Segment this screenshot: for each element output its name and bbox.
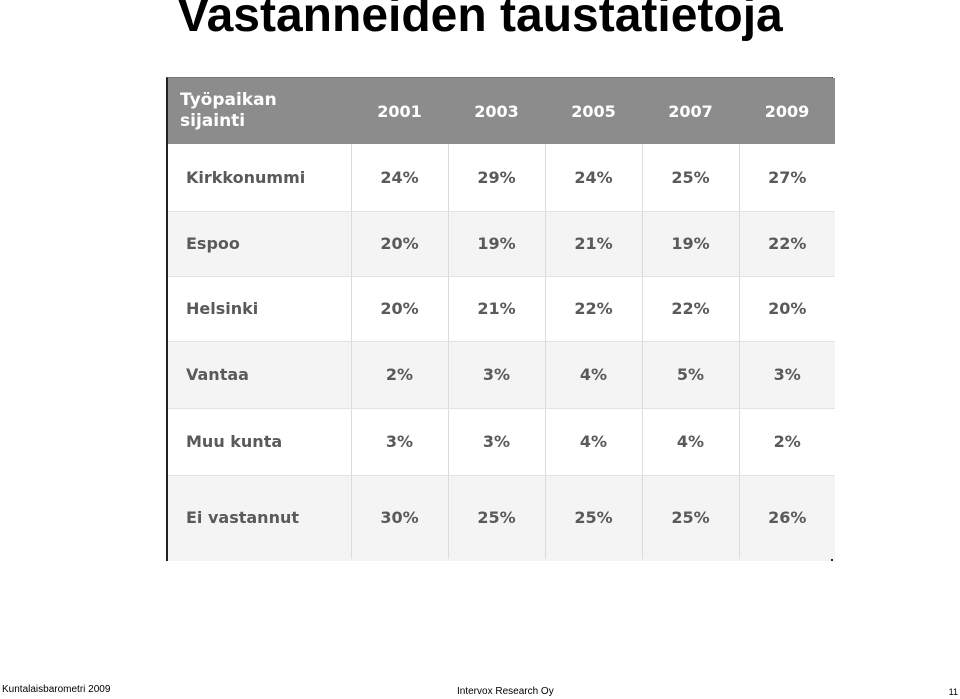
row-label: Helsinki [168, 276, 352, 342]
table-cell: 19% [642, 211, 740, 277]
table-row: Ei vastannut 30% 25% 25% 25% 26% [168, 475, 835, 559]
table-cell: 4% [642, 408, 740, 476]
table-cell: 27% [739, 144, 835, 212]
table-cell: 4% [545, 408, 643, 476]
page-title: Vastanneiden taustatietoja [177, 0, 783, 42]
table-row: Kirkkonummi 24% 29% 24% 25% 27% [168, 144, 835, 212]
table-row: Helsinki 20% 21% 22% 22% 20% [168, 276, 835, 342]
table-cell: 25% [545, 475, 643, 559]
table-cell: 3% [739, 341, 835, 409]
table-cell: 25% [642, 475, 740, 559]
table-cell: 3% [448, 408, 546, 476]
table-cell: 26% [739, 475, 835, 559]
table-cell: 2% [739, 408, 835, 476]
table-row: Vantaa 2% 3% 4% 5% 3% [168, 341, 835, 409]
table-cell: 25% [448, 475, 546, 559]
header-label-line1: Työpaikan [180, 90, 277, 110]
footer-source: Kuntalaisbarometri 2009 [2, 684, 111, 695]
table-cell: 4% [545, 341, 643, 409]
row-label: Vantaa [168, 341, 352, 409]
table-cell: 22% [545, 276, 643, 342]
table-cell: 2% [351, 341, 449, 409]
header-year: 2007 [642, 78, 739, 144]
header-label-line2: sijainti [180, 111, 246, 131]
table-cell: 20% [351, 276, 449, 342]
table-cell: 3% [351, 408, 449, 476]
row-label: Muu kunta [168, 408, 352, 476]
table-cell: 20% [351, 211, 449, 277]
table-row: Espoo 20% 19% 21% 19% 22% [168, 211, 835, 277]
table-cell: 25% [642, 144, 740, 212]
table-cell: 21% [448, 276, 546, 342]
row-label: Kirkkonummi [168, 144, 352, 212]
table-cell: 30% [351, 475, 449, 559]
row-label: Ei vastannut [168, 475, 352, 559]
table-cell: 20% [739, 276, 835, 342]
header-row: Työpaikan sijainti 2001 2003 2005 2007 20… [168, 78, 835, 144]
table-cell: 22% [642, 276, 740, 342]
table-cell: 24% [545, 144, 643, 212]
table-cell: 21% [545, 211, 643, 277]
header-year: 2001 [351, 78, 448, 144]
header-year: 2009 [739, 78, 835, 144]
data-table: Työpaikan sijainti 2001 2003 2005 2007 20… [168, 78, 835, 559]
table-cell: 22% [739, 211, 835, 277]
row-label: Espoo [168, 211, 352, 277]
header-year: 2003 [448, 78, 545, 144]
header-year: 2005 [545, 78, 642, 144]
header-workplace-location: Työpaikan sijainti [168, 78, 351, 144]
table-cell: 29% [448, 144, 546, 212]
table-row: Muu kunta 3% 3% 4% 4% 2% [168, 408, 835, 476]
table-cell: 5% [642, 341, 740, 409]
table-cell: 3% [448, 341, 546, 409]
page-number: 11 [948, 687, 958, 697]
footer-company: Intervox Research Oy [457, 686, 554, 697]
table-cell: 24% [351, 144, 449, 212]
background-table: Työpaikan sijainti 2001 2003 2005 2007 20… [166, 77, 835, 561]
table-cell: 19% [448, 211, 546, 277]
